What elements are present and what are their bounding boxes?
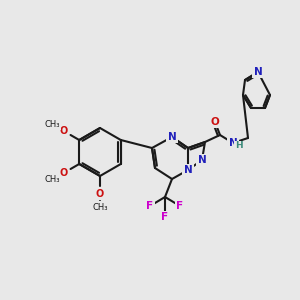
Text: CH₃: CH₃ xyxy=(45,120,60,129)
Text: N: N xyxy=(254,67,262,77)
Text: F: F xyxy=(161,212,169,222)
Text: CH₃: CH₃ xyxy=(45,175,60,184)
Text: F: F xyxy=(176,201,184,211)
Text: O: O xyxy=(59,168,68,178)
Text: N: N xyxy=(168,132,176,142)
Text: H: H xyxy=(235,142,243,151)
Text: O: O xyxy=(211,117,219,127)
Text: O: O xyxy=(59,126,68,136)
Text: O: O xyxy=(96,189,104,199)
Text: N: N xyxy=(184,165,192,175)
Text: N: N xyxy=(229,138,237,148)
Text: N: N xyxy=(198,155,206,165)
Text: CH₃: CH₃ xyxy=(92,202,108,211)
Text: F: F xyxy=(146,201,154,211)
